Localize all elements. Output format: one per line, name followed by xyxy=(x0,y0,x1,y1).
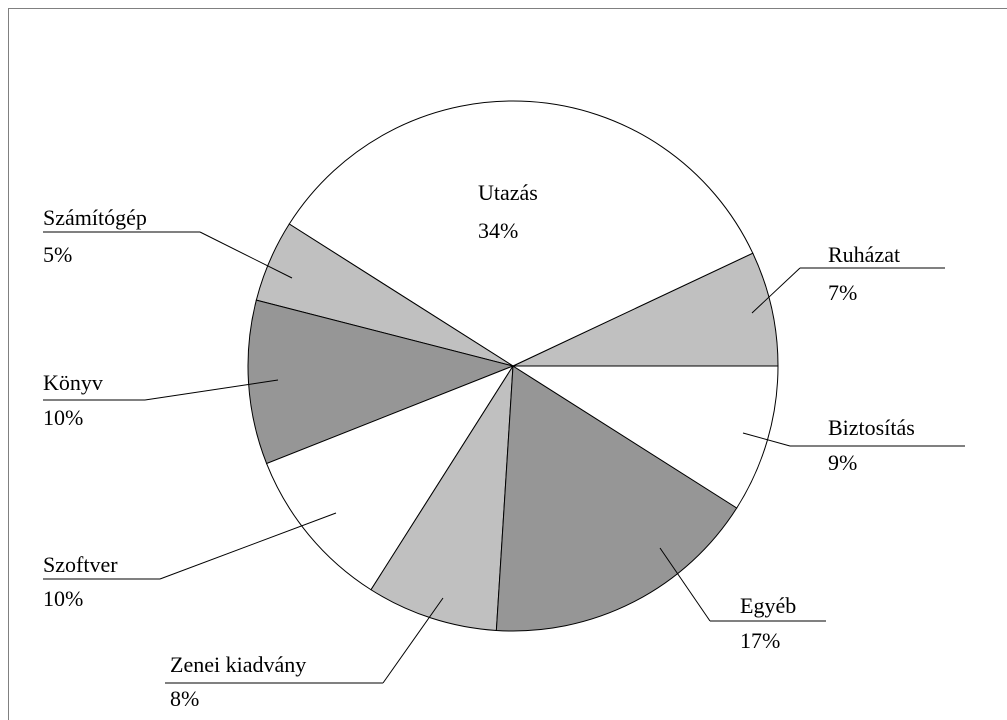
slice-label: Egyéb xyxy=(740,593,796,618)
slice-value-label: 34% xyxy=(478,218,518,243)
leader-line xyxy=(144,379,279,401)
slice-value-label: 5% xyxy=(43,242,72,267)
slice-label: Utazás xyxy=(478,180,538,205)
pie-slice xyxy=(495,365,738,632)
slice-value-label: 7% xyxy=(828,280,857,305)
pie-slice xyxy=(247,299,515,465)
slice-value-label: 10% xyxy=(43,586,83,611)
slice-value-label: 9% xyxy=(828,450,857,475)
leader-line xyxy=(742,432,791,447)
leader-line xyxy=(751,267,801,314)
slice-value-label: 10% xyxy=(43,405,83,430)
pie-slice xyxy=(512,252,779,367)
leader-line xyxy=(199,231,293,279)
frame xyxy=(8,8,1007,720)
slice-label: Könyv xyxy=(43,370,103,395)
slice-label: Ruházat xyxy=(828,242,900,267)
slice-label: Számítógép xyxy=(43,205,147,230)
pie-slice xyxy=(288,100,754,367)
leader-line xyxy=(659,547,711,622)
slice-value-label: 17% xyxy=(740,628,780,653)
leader-line xyxy=(159,512,337,580)
slice-label: Szoftver xyxy=(43,552,118,577)
leader-line xyxy=(382,597,444,684)
pie-slice xyxy=(265,364,515,591)
pie-slice xyxy=(370,365,514,632)
slice-label: Zenei kiadvány xyxy=(170,652,306,677)
slice-label: Biztosítás xyxy=(828,415,915,440)
slice-value-label: 8% xyxy=(170,686,199,711)
